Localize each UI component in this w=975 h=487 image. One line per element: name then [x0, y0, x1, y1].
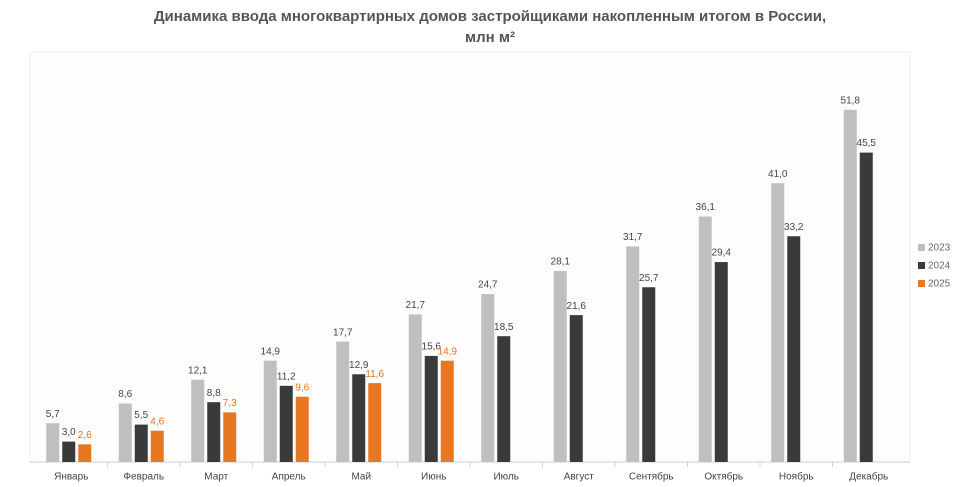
- legend-label: 2023: [928, 243, 951, 254]
- x-tick-label: Октябрь: [704, 471, 743, 483]
- data-label: 15,6: [422, 342, 442, 353]
- plot-area: [29, 51, 911, 463]
- bar: [78, 444, 92, 462]
- data-label: 2,6: [78, 430, 92, 441]
- legend-swatch: [918, 280, 925, 287]
- bar: [207, 402, 221, 462]
- data-label: 5,7: [46, 409, 60, 420]
- x-tick-label: Июль: [493, 472, 519, 483]
- bar: [352, 374, 366, 462]
- bar: [843, 109, 857, 462]
- data-label: 9,6: [295, 382, 309, 393]
- x-tick-label: Март: [204, 472, 228, 483]
- data-label: 11,6: [365, 369, 384, 380]
- x-tick-label: Ноябрь: [779, 471, 814, 483]
- data-label: 31,7: [623, 232, 643, 243]
- data-label: 12,1: [188, 365, 208, 376]
- x-tick-label: Февраль: [123, 472, 164, 483]
- bar: [642, 287, 656, 462]
- data-label: 45,5: [857, 138, 877, 149]
- bar: [263, 360, 277, 462]
- data-label: 8,6: [118, 389, 132, 400]
- bar: [46, 423, 60, 462]
- data-label: 21,6: [567, 301, 587, 312]
- data-label: 24,7: [478, 280, 498, 291]
- data-label: 5,5: [134, 410, 148, 421]
- bar: [569, 315, 583, 462]
- data-label: 33,2: [784, 222, 804, 233]
- bar: [408, 314, 422, 462]
- bar: [336, 341, 350, 462]
- x-tick-label: Июнь: [421, 472, 446, 483]
- legend-label: 2024: [928, 261, 951, 272]
- bar: [295, 396, 309, 462]
- bar: [223, 412, 237, 462]
- bar: [481, 294, 495, 462]
- data-label: 11,2: [277, 371, 296, 382]
- data-label: 8,8: [207, 388, 221, 399]
- data-label: 4,6: [150, 416, 164, 427]
- x-tick-label: Сентябрь: [629, 471, 674, 483]
- legend-swatch: [918, 262, 925, 269]
- data-label: 17,7: [333, 327, 353, 338]
- data-label: 28,1: [551, 257, 571, 268]
- data-label: 3,0: [62, 427, 76, 438]
- legend-label: 2025: [928, 279, 951, 290]
- bar: [62, 441, 76, 462]
- x-tick-label: Август: [564, 472, 595, 483]
- data-label: 29,4: [712, 248, 732, 259]
- bar: [424, 355, 438, 462]
- data-label: 12,9: [349, 360, 369, 371]
- data-label: 18,5: [494, 322, 514, 333]
- bar: [553, 270, 567, 462]
- bar: [787, 236, 801, 462]
- bar: [698, 216, 712, 462]
- bar: [191, 379, 205, 462]
- bar: [859, 152, 873, 462]
- bar: [626, 246, 640, 462]
- data-label: 7,3: [223, 398, 237, 409]
- bar: [714, 262, 728, 462]
- bar: [368, 383, 382, 462]
- bar: [118, 403, 132, 462]
- bar: [134, 424, 148, 462]
- bar: [497, 336, 511, 462]
- x-tick-label: Апрель: [272, 472, 306, 483]
- bar: [150, 430, 164, 462]
- x-tick-label: Январь: [54, 472, 88, 483]
- data-label: 14,9: [261, 346, 281, 357]
- data-label: 41,0: [768, 169, 788, 180]
- chart-title: Динамика ввода многоквартирных домов зас…: [153, 8, 827, 46]
- data-label: 25,7: [639, 273, 659, 284]
- bar: [440, 360, 454, 462]
- x-tick-label: Декабрь: [849, 471, 888, 483]
- data-label: 51,8: [841, 95, 861, 106]
- bar: [771, 183, 785, 462]
- data-label: 21,7: [406, 300, 426, 311]
- legend-swatch: [918, 244, 925, 251]
- bar: [279, 385, 293, 462]
- data-label: 36,1: [696, 202, 716, 213]
- x-tick-label: Май: [351, 472, 371, 483]
- data-label: 14,9: [438, 346, 458, 357]
